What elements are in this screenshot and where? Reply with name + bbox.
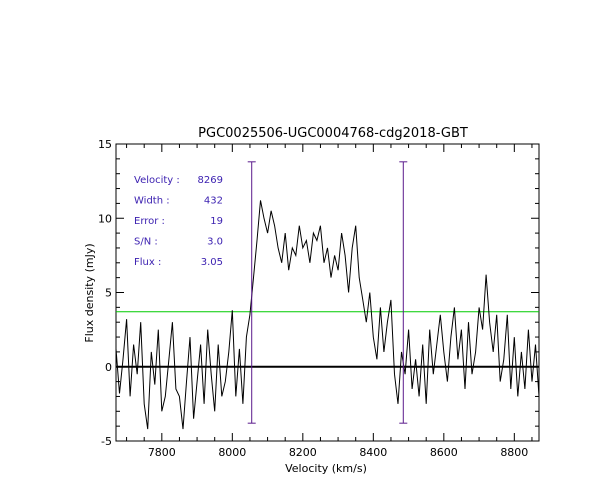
annotation-label: S/N : <box>134 237 158 248</box>
annotation-label: Width : <box>134 196 170 207</box>
chart-title: PGC0025506-UGC0004768-cdg2018-GBT <box>198 126 468 141</box>
annotation-value: 19 <box>210 216 223 227</box>
y-tick-label: 0 <box>105 361 112 374</box>
annotation-label: Flux : <box>134 257 161 268</box>
annotation-value: 8269 <box>198 175 223 186</box>
x-tick-label: 8600 <box>430 446 458 459</box>
x-tick-label: 8800 <box>500 446 528 459</box>
spectrum-line <box>115 200 540 430</box>
annotation-value: 3.05 <box>201 257 223 268</box>
x-tick-label: 8200 <box>289 446 317 459</box>
x-tick-label: 7800 <box>148 446 176 459</box>
annotation-value: 432 <box>204 196 223 207</box>
annotation-label: Velocity : <box>134 175 180 186</box>
y-axis-label: Flux density (mJy) <box>83 243 96 342</box>
x-tick-label: 8000 <box>218 446 246 459</box>
y-tick-label: 15 <box>98 138 112 151</box>
y-tick-label: 10 <box>98 212 112 225</box>
y-tick-label: -5 <box>101 435 112 448</box>
x-axis-label: Velocity (km/s) <box>285 462 367 475</box>
plot-area: 7800 8000 8200 8400 8600 8800 -5 0 5 10 15 <box>98 138 540 459</box>
x-tick-label: 8400 <box>359 446 387 459</box>
y-tick-label: 5 <box>105 287 112 300</box>
annotation-value: 3.0 <box>207 237 223 248</box>
annotation-block: Velocity : 8269 Width : 432 Error : 19 S/N : 3.… <box>134 175 223 268</box>
annotation-label: Error : <box>134 216 165 227</box>
